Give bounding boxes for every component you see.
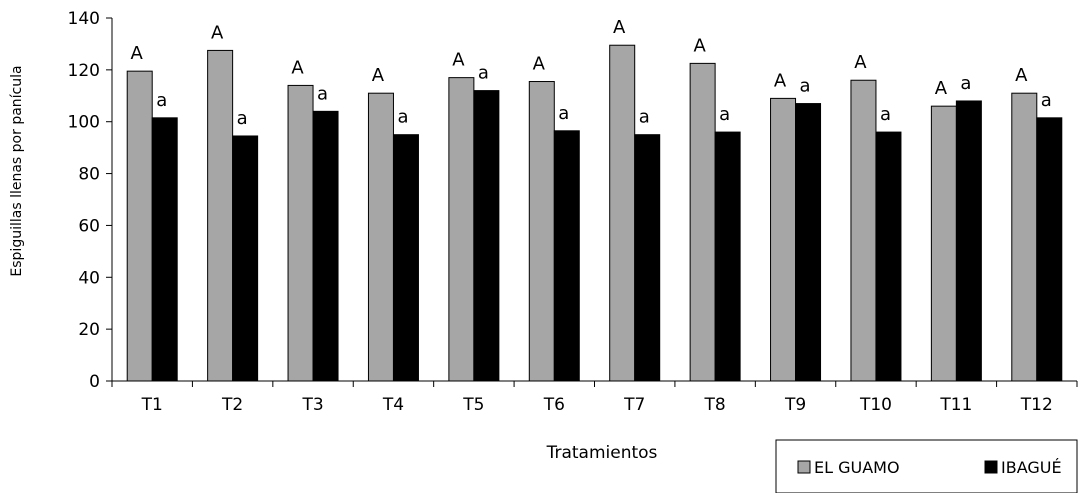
sig-label-ibague: a — [1041, 90, 1052, 111]
bar-ibague — [392, 134, 419, 382]
bar-ibague — [955, 100, 982, 382]
sig-label-el-guamo: A — [854, 52, 867, 73]
y-tick-label: 40 — [78, 268, 100, 288]
legend: EL GUAMO IBAGUÉ — [775, 439, 1078, 493]
sig-label-ibague: a — [317, 83, 328, 104]
bar-el-guamo — [689, 62, 716, 382]
bar-ibague — [714, 131, 741, 382]
bar-ibague — [151, 117, 178, 382]
sig-label-el-guamo: A — [372, 65, 385, 86]
x-tick-label: T11 — [939, 395, 972, 415]
x-tick-label: T4 — [382, 395, 404, 415]
y-tick-label: 140 — [68, 9, 100, 29]
bar-el-guamo — [448, 77, 475, 382]
bar-el-guamo — [207, 49, 234, 382]
x-axis: T1 T2 T3 T4 T5 T6 T7 T8 T9 T10 T11 T12 — [111, 380, 1078, 415]
x-tick-label: T8 — [704, 395, 726, 415]
sig-label-ibague: a — [800, 76, 811, 97]
y-tick-label: 0 — [89, 372, 100, 392]
bar-el-guamo — [126, 70, 153, 382]
x-tick-label: T7 — [623, 395, 645, 415]
y-axis-label: Espiguillas llenas por panícula — [9, 65, 25, 276]
sig-label-el-guamo: A — [131, 43, 144, 64]
sig-label-ibague: a — [639, 107, 650, 128]
sig-label-ibague: a — [719, 104, 730, 125]
bar-el-guamo — [1011, 92, 1038, 382]
bars — [126, 44, 1063, 382]
x-tick-label: T10 — [859, 395, 892, 415]
bar-el-guamo — [609, 44, 636, 382]
bar-el-guamo — [287, 84, 314, 382]
bar-el-guamo — [528, 81, 555, 382]
bar-el-guamo — [367, 92, 394, 382]
sig-label-ibague: a — [237, 108, 248, 129]
sig-label-ibague: a — [880, 104, 891, 125]
bar-ibague — [1036, 117, 1063, 382]
x-axis-label: Tratamientos — [546, 443, 658, 463]
sig-label-ibague: a — [558, 103, 569, 124]
x-tick-label: T5 — [462, 395, 484, 415]
sig-label-ibague: a — [397, 107, 408, 128]
sig-label-el-guamo: A — [693, 35, 706, 56]
x-tick-label: T1 — [141, 395, 163, 415]
bar-ibague — [312, 110, 339, 382]
x-tick-label: T9 — [784, 395, 806, 415]
legend-swatch-ibague — [984, 460, 998, 474]
bar-el-guamo — [930, 105, 957, 382]
bar-ibague — [232, 135, 259, 382]
bar-ibague — [473, 90, 500, 382]
bar-ibague — [634, 134, 661, 382]
legend-label-el-guamo: EL GUAMO — [814, 458, 900, 477]
legend-swatch-el-guamo — [797, 460, 811, 474]
sig-label-el-guamo: A — [452, 50, 465, 71]
bar-el-guamo — [770, 97, 797, 382]
y-axis: 0 20 40 60 80 100 120 140 — [68, 9, 113, 392]
x-tick-label: T6 — [543, 395, 565, 415]
y-tick-label: 20 — [78, 320, 100, 340]
y-tick-label: 120 — [68, 61, 100, 81]
sig-label-ibague: a — [156, 90, 167, 111]
sig-label-el-guamo: A — [291, 57, 304, 78]
sig-label-ibague: a — [960, 73, 971, 94]
sig-label-el-guamo: A — [533, 54, 546, 75]
x-tick-label: T3 — [301, 395, 323, 415]
sig-label-el-guamo: A — [211, 22, 224, 43]
sig-label-el-guamo: A — [613, 17, 626, 38]
bar-el-guamo — [850, 79, 877, 382]
x-tick-label: T12 — [1020, 395, 1053, 415]
sig-label-el-guamo: A — [774, 70, 787, 91]
legend-label-ibague: IBAGUÉ — [1001, 458, 1062, 477]
bar-ibague — [875, 131, 902, 382]
x-tick-label: T2 — [221, 395, 243, 415]
y-tick-label: 80 — [78, 165, 100, 185]
bar-ibague — [553, 130, 580, 382]
y-tick-label: 60 — [78, 216, 100, 236]
sig-label-el-guamo: A — [935, 78, 948, 99]
y-tick-label: 100 — [68, 113, 100, 133]
sig-label-ibague: a — [478, 63, 489, 84]
bar-ibague — [795, 103, 822, 382]
sig-label-el-guamo: A — [1015, 65, 1028, 86]
legend-box — [775, 439, 1078, 493]
